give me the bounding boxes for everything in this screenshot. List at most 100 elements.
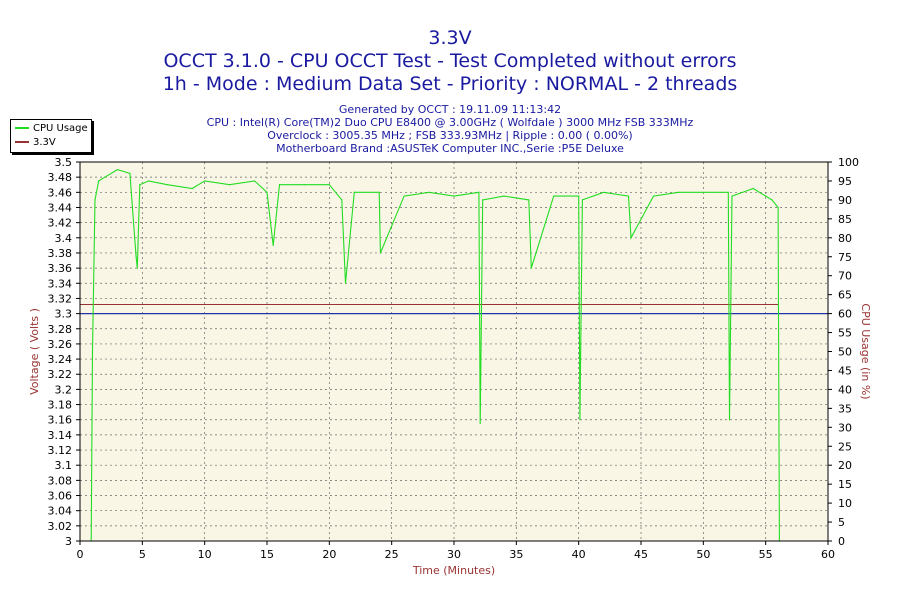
y-tick-label: 3.18 <box>48 399 73 412</box>
data-point-cpu-usage <box>728 419 731 421</box>
y2-tick-label: 70 <box>838 270 852 283</box>
data-point-cpu-usage <box>147 180 150 182</box>
y2-tick-label: 35 <box>838 402 852 415</box>
data-point-cpu-usage <box>116 168 118 171</box>
y2-tick-label: 65 <box>838 289 852 302</box>
y2-tick-label: 45 <box>838 364 852 377</box>
y2-tick-label: 40 <box>838 383 852 396</box>
series-line-cpu-usage <box>90 169 780 542</box>
data-point-cpu-usage <box>278 184 281 186</box>
y-axis-label: Voltage ( Volts ) <box>28 308 41 395</box>
y2-tick-label: 85 <box>838 213 852 226</box>
x-tick-label: 55 <box>759 548 773 561</box>
data-point-cpu-usage <box>731 195 733 197</box>
y2-tick-label: 0 <box>838 535 845 548</box>
y-tick-label: 3.24 <box>48 353 73 366</box>
data-point-cpu-usage <box>253 180 256 182</box>
x-tick-label: 35 <box>509 548 523 561</box>
x-tick-label: 0 <box>77 548 84 561</box>
data-point-cpu-usage <box>378 191 380 193</box>
data-point-cpu-usage <box>677 191 680 193</box>
data-point-cpu-usage <box>136 267 138 269</box>
y2-tick-label: 95 <box>838 175 852 188</box>
y2-tick-label: 10 <box>838 497 852 510</box>
data-point-cpu-usage <box>530 267 532 269</box>
x-tick-label: 5 <box>139 548 146 561</box>
y2-tick-label: 25 <box>838 440 852 453</box>
data-point-cpu-usage <box>579 419 581 421</box>
y-tick-label: 3.36 <box>48 262 73 275</box>
x-tick-label: 15 <box>260 548 274 561</box>
y2-tick-label: 80 <box>838 232 852 245</box>
data-point-cpu-usage <box>266 191 268 193</box>
data-point-cpu-usage <box>139 184 141 186</box>
x-tick-label: 30 <box>447 548 461 561</box>
y2-tick-label: 50 <box>838 346 852 359</box>
data-point-cpu-usage <box>344 282 347 284</box>
legend-label-3v3: 3.3V <box>33 137 56 148</box>
data-point-cpu-usage <box>503 195 505 197</box>
y-tick-label: 3.26 <box>48 338 73 351</box>
y-tick-label: 3.3 <box>55 308 73 321</box>
y-tick-label: 3.02 <box>48 520 73 533</box>
info-cpu: CPU : Intel(R) Core(TM)2 Duo CPU E8400 @… <box>206 116 694 129</box>
data-point-cpu-usage <box>91 350 94 353</box>
y-tick-label: 3.48 <box>48 171 73 184</box>
data-point-cpu-usage <box>777 206 779 209</box>
chart-title: 3.3V <box>428 27 472 49</box>
data-point-cpu-usage <box>229 184 231 186</box>
data-point-cpu-usage <box>581 199 584 201</box>
data-point-cpu-usage <box>765 195 767 197</box>
y2-tick-label: 100 <box>838 156 859 169</box>
y2-tick-label: 90 <box>838 194 852 207</box>
data-point-cpu-usage <box>104 176 106 178</box>
y-tick-label: 3.04 <box>48 505 73 518</box>
data-point-cpu-usage <box>771 199 773 201</box>
chart-subtitle-mode: 1h - Mode : Medium Data Set - Priority :… <box>162 73 738 95</box>
data-point-cpu-usage <box>528 199 530 201</box>
x-tick-label: 60 <box>821 548 835 561</box>
y-tick-label: 3.16 <box>48 414 73 427</box>
x-tick-label: 50 <box>696 548 710 561</box>
data-point-cpu-usage <box>627 195 630 197</box>
y-tick-label: 3.08 <box>48 474 73 487</box>
legend-item-3v3: 3.3V <box>15 136 56 150</box>
y2-tick-label: 75 <box>838 251 852 264</box>
y-tick-label: 3 <box>65 535 72 548</box>
y-tick-label: 3.06 <box>48 490 73 503</box>
x-tick-label: 25 <box>385 548 399 561</box>
data-point-cpu-usage <box>702 191 704 193</box>
data-point-cpu-usage <box>341 199 343 201</box>
y-tick-label: 3.1 <box>55 459 73 472</box>
legend-swatch-3v3 <box>15 141 29 143</box>
data-point-cpu-usage <box>578 195 580 197</box>
y2-tick-label: 55 <box>838 327 852 340</box>
legend-label-cpu-usage: CPU Usage <box>33 123 88 134</box>
y2-tick-label: 20 <box>838 459 852 472</box>
y2-tick-label: 5 <box>838 516 845 529</box>
y2-axis-label: CPU Usage (in %) <box>859 303 872 399</box>
data-point-cpu-usage <box>752 187 754 190</box>
info-overclock: Overclock : 3005.35 MHz ; FSB 333.93MHz … <box>267 129 633 142</box>
plot-border <box>79 161 829 542</box>
y-tick-label: 3.34 <box>48 277 73 290</box>
x-tick-label: 45 <box>634 548 648 561</box>
data-point-cpu-usage <box>482 199 484 201</box>
data-point-cpu-usage <box>721 191 723 193</box>
y-tick-label: 3.4 <box>55 232 73 245</box>
data-point-cpu-usage <box>94 199 96 201</box>
y2-tick-label: 30 <box>838 421 852 434</box>
data-point-cpu-usage <box>403 195 405 197</box>
x-tick-label: 10 <box>198 548 212 561</box>
data-point-cpu-usage <box>727 191 729 193</box>
data-point-cpu-usage <box>453 195 455 197</box>
y-tick-label: 3.44 <box>48 201 73 214</box>
chart-legend: CPU Usage 3.3V <box>10 119 92 153</box>
info-motherboard: Motherboard Brand :ASUSTeK Computer INC.… <box>276 142 624 155</box>
data-point-cpu-usage <box>135 256 137 258</box>
y-tick-label: 3.2 <box>55 383 73 396</box>
x-tick-label: 40 <box>572 548 586 561</box>
data-point-cpu-usage <box>553 195 555 197</box>
y-tick-label: 3.42 <box>48 217 73 230</box>
